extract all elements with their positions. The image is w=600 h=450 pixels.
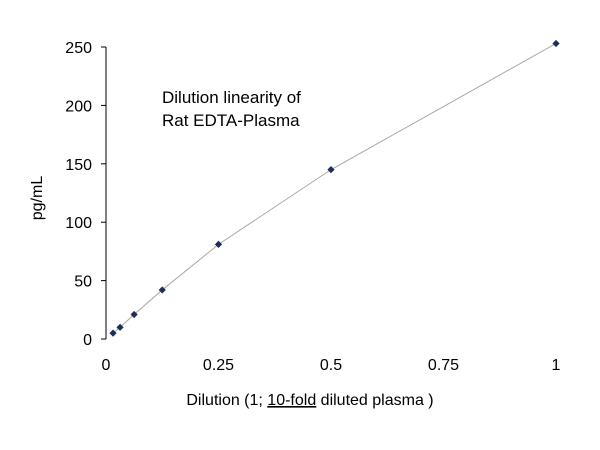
y-tick-label: 0 [83, 332, 92, 349]
chart-title-line-2: Rat EDTA-Plasma [162, 111, 300, 130]
chart-title-line-1: Dilution linearity of [162, 88, 301, 107]
y-tick-label: 250 [65, 40, 92, 57]
data-point [327, 166, 335, 174]
x-tick-label: 1 [552, 357, 561, 374]
y-tick-label: 100 [65, 215, 92, 232]
x-axis-ticks: 0 0.25 0.5 0.75 1 [102, 357, 561, 374]
data-points [109, 39, 560, 337]
data-point [109, 329, 117, 337]
x-axis-label-prefix: Dilution (1; [186, 392, 267, 409]
x-tick-label: 0.75 [428, 357, 459, 374]
x-tick-label: 0.25 [203, 357, 234, 374]
x-tick-label: 0 [102, 357, 111, 374]
x-axis-label: Dilution (1; 10-fold diluted plasma ) [186, 392, 433, 409]
data-point [214, 240, 223, 248]
y-tick-label: 50 [74, 274, 92, 291]
y-axis-label: pg/mL [29, 176, 46, 221]
y-tick-label: 150 [65, 157, 92, 174]
data-point [130, 310, 138, 319]
y-tick-label: 200 [65, 98, 92, 115]
y-axis-ticks: 0 50 100 150 200 250 [65, 40, 106, 349]
x-axis-label-suffix: diluted plasma ) [316, 392, 433, 409]
data-point [552, 39, 560, 48]
trend-line [112, 43, 557, 334]
data-point [116, 323, 124, 331]
data-point [158, 286, 166, 294]
x-tick-label: 0.5 [320, 357, 342, 374]
x-axis-label-underlined: 10-fold [267, 392, 316, 409]
